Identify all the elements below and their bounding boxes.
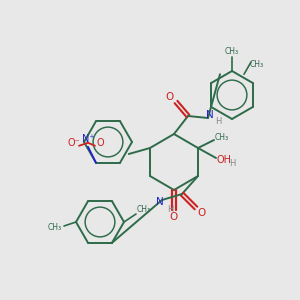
- Text: O⁻: O⁻: [68, 138, 80, 148]
- Text: H: H: [215, 118, 221, 127]
- Text: O: O: [96, 138, 104, 148]
- Text: N: N: [156, 197, 164, 207]
- Text: OH: OH: [217, 155, 232, 165]
- Text: CH₃: CH₃: [215, 133, 229, 142]
- Text: N: N: [206, 110, 214, 120]
- Text: O: O: [166, 92, 174, 102]
- Text: N⁺: N⁺: [82, 134, 94, 144]
- Text: O: O: [198, 208, 206, 218]
- Text: CH₃: CH₃: [225, 46, 239, 56]
- Text: CH₃: CH₃: [48, 224, 62, 232]
- Text: CH₃: CH₃: [250, 60, 264, 69]
- Text: H: H: [167, 206, 173, 214]
- Text: CH₃: CH₃: [137, 206, 151, 214]
- Text: H: H: [229, 160, 235, 169]
- Text: O: O: [170, 212, 178, 222]
